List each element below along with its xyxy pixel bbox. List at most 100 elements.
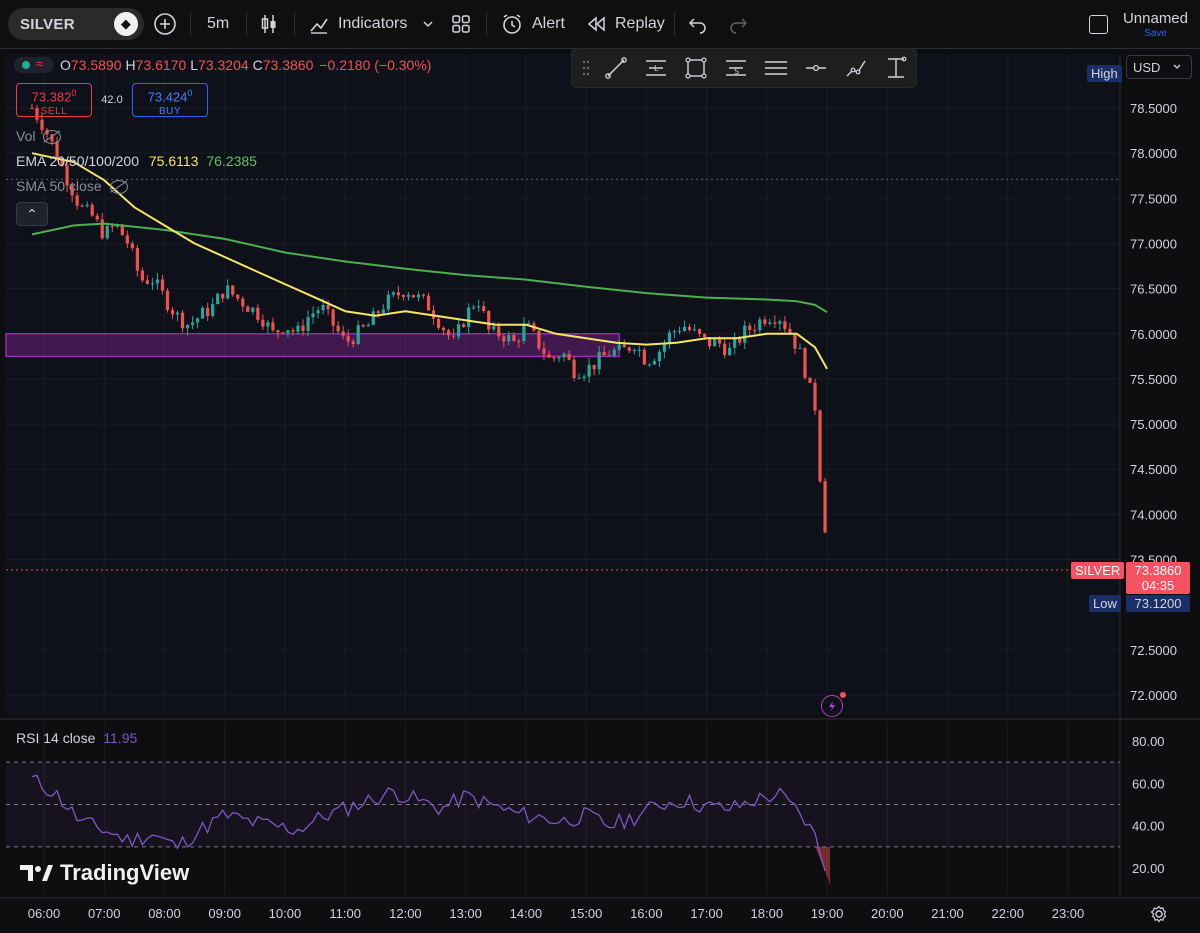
chart-type-button[interactable] xyxy=(258,8,280,40)
candle-body xyxy=(778,321,782,324)
sma-legend[interactable]: SMA 50 close xyxy=(16,178,128,195)
candle-body xyxy=(30,108,34,109)
candle-body xyxy=(622,344,626,348)
currency-select[interactable]: USD xyxy=(1126,55,1192,79)
chevron-down-icon xyxy=(1173,64,1181,69)
candle-body xyxy=(70,185,74,196)
layouts-button[interactable] xyxy=(450,8,472,40)
candle-body xyxy=(110,225,114,227)
horizontal-ray-icon[interactable] xyxy=(796,48,836,88)
candle-body xyxy=(386,294,390,310)
candle-body xyxy=(396,292,400,296)
candle-body xyxy=(803,348,807,378)
candle-body xyxy=(130,243,134,249)
candle-body xyxy=(241,298,245,307)
candle-body xyxy=(100,219,104,239)
sell-button[interactable]: 73.3820 SELL xyxy=(16,83,92,117)
candle-body xyxy=(748,325,752,330)
candle-body xyxy=(436,318,441,328)
settings-button[interactable] xyxy=(1150,905,1168,928)
alarm-icon xyxy=(503,14,521,34)
undo-icon xyxy=(688,18,706,34)
candle-body xyxy=(441,327,446,331)
candle-body xyxy=(512,335,516,342)
undo-button[interactable] xyxy=(688,8,708,40)
indicators-dropdown[interactable] xyxy=(421,8,435,40)
chevron-down-icon xyxy=(423,21,433,28)
lightning-icon[interactable] xyxy=(821,692,846,717)
candle-body xyxy=(216,293,220,305)
candle-body xyxy=(487,310,491,330)
save-link[interactable]: Save xyxy=(1144,28,1167,39)
measure-icon[interactable] xyxy=(876,48,916,88)
candle-body xyxy=(391,292,395,295)
collapse-legend-button[interactable]: ⌃ xyxy=(16,202,48,226)
rsi-tick: 80.00 xyxy=(1132,734,1165,749)
volume-legend[interactable]: Vol xyxy=(16,128,62,145)
time-tick: 07:00 xyxy=(88,906,121,921)
alert-button[interactable]: Alert xyxy=(500,8,565,40)
buy-button[interactable]: 73.4240 BUY xyxy=(132,83,208,117)
candle-body xyxy=(753,329,757,331)
support-zone xyxy=(5,333,620,358)
ema-legend[interactable]: EMA 20/50/100/200 75.6113 76.2385 xyxy=(16,153,257,169)
candle-body xyxy=(552,357,556,359)
redo-button[interactable] xyxy=(728,8,748,40)
candle-body xyxy=(507,335,511,342)
candle-body xyxy=(211,304,215,317)
status-pill[interactable]: ≈ xyxy=(14,56,54,73)
time-tick: 06:00 xyxy=(28,906,61,921)
rsi-oversold-fill xyxy=(815,846,831,886)
drag-handle-icon[interactable] xyxy=(576,48,596,88)
candle-body xyxy=(657,351,662,362)
trend-line-icon[interactable] xyxy=(596,48,636,88)
candle-body xyxy=(351,341,355,345)
compare-button[interactable] xyxy=(152,8,178,40)
time-tick: 20:00 xyxy=(871,906,904,921)
candle-body xyxy=(165,290,170,310)
candle-body xyxy=(411,294,416,298)
candle-body xyxy=(793,333,797,349)
candle-body xyxy=(723,343,727,356)
candle-body xyxy=(416,294,421,298)
candle-body xyxy=(346,335,350,342)
candle-body xyxy=(743,325,747,343)
path-icon[interactable] xyxy=(836,48,876,88)
rsi-legend[interactable]: RSI 14 close 11.95 xyxy=(16,730,138,746)
time-tick: 21:00 xyxy=(931,906,964,921)
candle-body xyxy=(477,306,481,308)
candles-icon xyxy=(261,15,276,33)
candle-body xyxy=(718,339,722,344)
candle-body xyxy=(85,204,89,207)
indicators-button[interactable]: Indicators xyxy=(308,8,407,40)
parallel-lines-icon[interactable] xyxy=(756,48,796,88)
candle-body xyxy=(642,349,646,365)
eye-hidden-icon[interactable] xyxy=(109,180,128,195)
long-position-icon[interactable]: L xyxy=(636,48,676,88)
replay-icon xyxy=(587,16,605,32)
rectangle-icon[interactable] xyxy=(676,48,716,88)
candle-body xyxy=(331,309,335,326)
candle-body xyxy=(728,347,732,356)
time-tick: 14:00 xyxy=(510,906,543,921)
fullscreen-icon[interactable] xyxy=(1089,15,1108,34)
layout-name[interactable]: Unnamed xyxy=(1122,10,1188,27)
candle-body xyxy=(472,307,476,309)
candle-body xyxy=(381,309,385,313)
candle-body xyxy=(446,330,451,336)
interval-button[interactable]: 5m xyxy=(207,15,230,32)
eye-hidden-icon[interactable] xyxy=(43,130,62,145)
time-tick: 08:00 xyxy=(148,906,181,921)
time-tick: 18:00 xyxy=(751,906,784,921)
candle-body xyxy=(366,325,370,327)
diamond-icon[interactable]: ◆ xyxy=(114,12,138,36)
candle-body xyxy=(462,324,466,327)
replay-button[interactable]: Replay xyxy=(585,8,665,40)
symbol-search[interactable]: SILVER ◆ xyxy=(8,8,144,40)
price-tick: 72.5000 xyxy=(1130,643,1177,658)
spread-value: 42.0 xyxy=(101,94,123,106)
candle-body xyxy=(55,141,59,160)
chart-canvas[interactable]: 78.5000 78.0000 77.5000 77.0000 76.5000 76.00… xyxy=(0,49,1200,933)
candle-body xyxy=(401,295,406,297)
short-position-icon[interactable]: S xyxy=(716,48,756,88)
